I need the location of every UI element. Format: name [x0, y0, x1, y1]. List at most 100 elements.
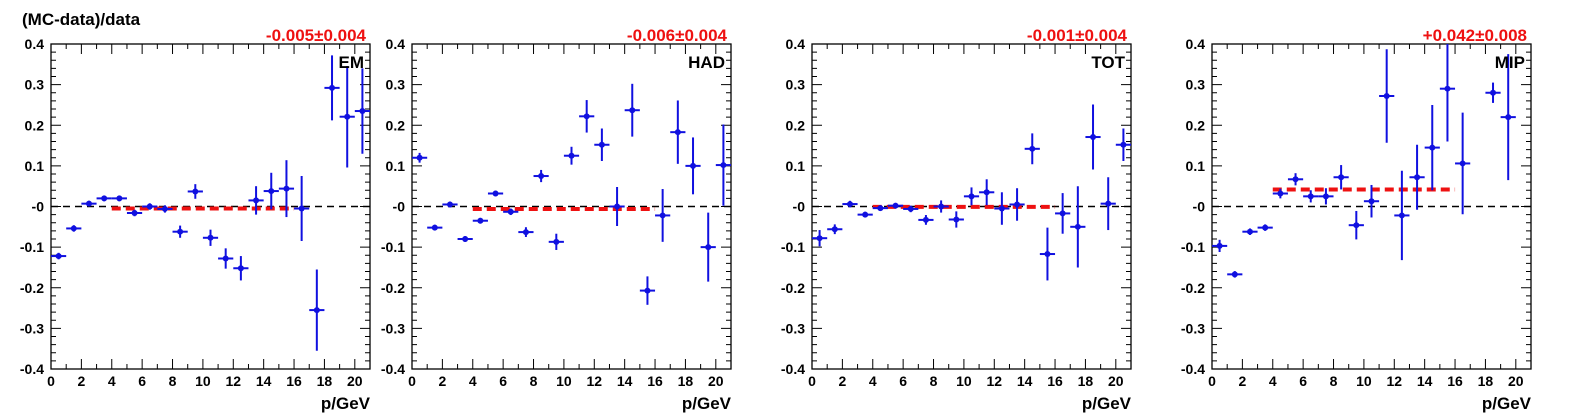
- y-tick-label: 0.2: [1186, 117, 1206, 133]
- x-tick-label: 0: [408, 373, 416, 389]
- point-marker: [1368, 198, 1375, 205]
- point-marker: [846, 201, 853, 208]
- point-marker: [177, 228, 184, 235]
- data-point: [1242, 228, 1258, 235]
- point-marker: [568, 152, 575, 159]
- x-tick-label: 12: [586, 373, 602, 389]
- x-tick-label: 10: [195, 373, 211, 389]
- y-tick-label: -0.2: [1181, 280, 1205, 296]
- data-point: [963, 187, 980, 206]
- point-marker: [922, 216, 929, 223]
- data-point: [487, 190, 504, 197]
- point-marker: [553, 238, 560, 245]
- y-tick-label: 0.3: [25, 77, 45, 93]
- point-marker: [1444, 85, 1451, 92]
- point-marker: [598, 141, 605, 148]
- data-point: [1009, 188, 1025, 221]
- data-point: [1085, 104, 1101, 170]
- point-marker: [1429, 144, 1436, 151]
- data-point: [412, 152, 428, 163]
- point-marker: [816, 235, 823, 242]
- y-tick-label: -0.4: [1181, 361, 1205, 377]
- y-tick-label: 0.4: [386, 36, 406, 52]
- data-point: [142, 203, 158, 210]
- data-point: [503, 208, 519, 216]
- point-marker: [674, 129, 681, 136]
- fit-result-label: -0.001±0.004: [1027, 26, 1128, 45]
- data-point: [918, 215, 934, 225]
- x-tick-label: 20: [708, 373, 724, 389]
- y-tick-label: -0.1: [1181, 239, 1205, 255]
- y-tick-label: 0.1: [25, 158, 45, 174]
- point-marker: [583, 113, 590, 120]
- data-point: [1363, 184, 1380, 218]
- y-tick-label: -0.4: [781, 361, 805, 377]
- data-point: [1394, 170, 1410, 261]
- point-marker: [329, 84, 336, 91]
- data-point: [309, 269, 325, 351]
- y-tick-label: -0.1: [781, 239, 805, 255]
- x-tick-label: 4: [469, 373, 477, 389]
- point-marker: [1490, 89, 1497, 96]
- point-marker: [298, 205, 305, 212]
- point-marker: [522, 229, 529, 236]
- point-marker: [720, 162, 727, 169]
- data-point: [609, 187, 625, 226]
- point-marker: [1029, 145, 1036, 152]
- y-tick-label: -0.1: [20, 239, 44, 255]
- data-point: [563, 146, 580, 165]
- data-point: [842, 200, 858, 208]
- x-tick-label: 10: [1356, 373, 1372, 389]
- y-tick-label: 0.4: [786, 36, 806, 52]
- point-marker: [492, 190, 499, 197]
- y-tick-label: -0.3: [781, 320, 805, 336]
- point-marker: [446, 201, 453, 208]
- y-tick-label: 0.2: [786, 117, 806, 133]
- x-tick-label: 8: [1330, 373, 1338, 389]
- point-marker: [477, 217, 484, 224]
- panel-label: EM: [339, 53, 365, 72]
- x-tick-label: 2: [838, 373, 846, 389]
- data-point: [670, 100, 686, 164]
- point-marker: [131, 210, 138, 216]
- chart-panel-had: -0.4 -0.3 -0.2 -0.1 -0 0.1 0.2 0.3 0.4 0 2 4 6 8 10 12 1…: [381, 26, 732, 413]
- data-point: [1257, 224, 1273, 231]
- point-marker: [1014, 201, 1021, 208]
- x-tick-label: 12: [986, 373, 1002, 389]
- x-tick-label: 8: [930, 373, 938, 389]
- point-marker: [705, 244, 712, 251]
- y-tick-label: -0: [1193, 199, 1206, 215]
- data-point: [1455, 112, 1471, 215]
- point-marker: [998, 205, 1005, 212]
- data-point: [233, 256, 249, 281]
- point-marker: [892, 202, 899, 209]
- point-marker: [1505, 114, 1512, 121]
- point-marker: [1105, 200, 1112, 207]
- data-point: [1055, 193, 1071, 234]
- y-tick-label: 0.4: [25, 36, 45, 52]
- y-tick-label: -0.3: [20, 320, 44, 336]
- data-point: [126, 209, 143, 217]
- x-tick-label: 16: [1447, 373, 1463, 389]
- y-tick-label: 0.2: [386, 117, 406, 133]
- data-point: [1333, 165, 1349, 190]
- chart-panel-tot: -0.4 -0.3 -0.2 -0.1 -0 0.1 0.2 0.3 0.4 0 2 4 6 8 10 12 1…: [781, 26, 1132, 413]
- data-point: [685, 137, 701, 195]
- y-tick-label: -0.3: [1181, 320, 1205, 336]
- point-marker: [1338, 174, 1345, 181]
- data-point: [1212, 239, 1228, 252]
- point-marker: [507, 208, 514, 215]
- y-tick-label: 0.3: [386, 77, 406, 93]
- fit-result-label: -0.005±0.004: [266, 26, 367, 45]
- data-point: [812, 230, 828, 247]
- data-point: [218, 248, 234, 269]
- point-marker: [644, 287, 651, 294]
- x-tick-label: 20: [1108, 373, 1124, 389]
- data-point: [324, 55, 340, 121]
- data-point: [111, 195, 127, 202]
- point-marker: [313, 307, 320, 314]
- x-tick-label: 6: [138, 373, 146, 389]
- data-point: [1379, 49, 1395, 143]
- point-marker: [831, 226, 838, 233]
- x-tick-label: 6: [499, 373, 507, 389]
